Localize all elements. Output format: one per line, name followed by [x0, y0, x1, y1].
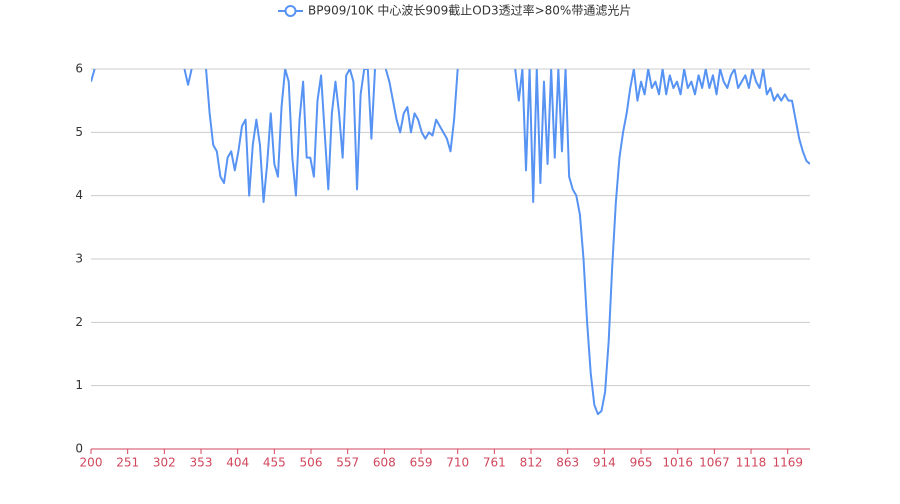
- legend-icon-marker: [284, 5, 297, 17]
- y-tick-label: 5: [75, 125, 83, 139]
- x-tick-label: 608: [373, 456, 396, 470]
- x-tick-label: 1118: [736, 456, 767, 470]
- x-tick-label: 251: [116, 456, 139, 470]
- x-tick-label: 506: [300, 456, 323, 470]
- x-tick-label: 1067: [699, 456, 730, 470]
- x-tick-label: 404: [226, 456, 249, 470]
- x-tick-label: 557: [336, 456, 359, 470]
- x-tick-label: 1169: [772, 456, 803, 470]
- x-tick-label: 1016: [662, 456, 693, 470]
- x-tick-label: 863: [556, 456, 579, 470]
- x-tick-label: 914: [593, 456, 616, 470]
- x-tick-label: 200: [80, 456, 103, 470]
- y-tick-label: 2: [75, 315, 83, 329]
- y-tick-label: 1: [75, 378, 83, 392]
- y-tick-label: 4: [75, 188, 83, 202]
- data-line: [91, 69, 810, 416]
- x-tick-label: 710: [446, 456, 469, 470]
- y-tick-label: 3: [75, 252, 83, 266]
- y-tick-label: 0: [75, 442, 83, 456]
- y-tick-label: 6: [75, 62, 83, 76]
- legend-label: BP909/10K 中心波长909截止OD3透过率>80%带通滤光片: [308, 3, 631, 18]
- x-tick-label: 965: [630, 456, 653, 470]
- x-tick-label: 302: [153, 456, 176, 470]
- x-tick-label: 812: [520, 456, 543, 470]
- x-tick-label: 353: [190, 456, 213, 470]
- x-tick-label: 761: [483, 456, 506, 470]
- x-tick-label: 659: [410, 456, 433, 470]
- x-tick-label: 455: [263, 456, 286, 470]
